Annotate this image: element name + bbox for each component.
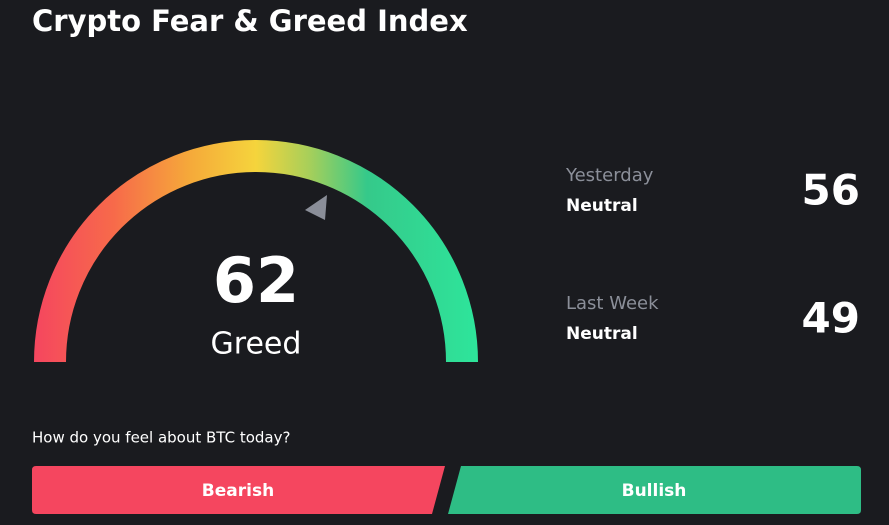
history-status: Neutral bbox=[566, 324, 638, 344]
poll-question: How do you feel about BTC today? bbox=[32, 429, 290, 447]
history-value: 56 bbox=[802, 166, 860, 215]
history-period: Last Week bbox=[566, 293, 659, 314]
history-value: 49 bbox=[802, 294, 860, 343]
title: Crypto Fear & Greed Index bbox=[32, 4, 468, 38]
bullish-button-bg[interactable] bbox=[448, 466, 861, 514]
history-period: Yesterday bbox=[565, 165, 654, 186]
gauge-label: Greed bbox=[211, 327, 302, 362]
bearish-button[interactable]: Bearish bbox=[32, 466, 445, 514]
bearish-button-bg[interactable] bbox=[32, 466, 445, 514]
history-status: Neutral bbox=[566, 196, 638, 216]
gauge-value: 62 bbox=[213, 244, 299, 317]
gauge-pointer bbox=[305, 195, 327, 220]
gauge-arc bbox=[34, 140, 478, 363]
bearish-button-label[interactable]: Bearish bbox=[202, 481, 274, 501]
bullish-button[interactable]: Bullish bbox=[448, 466, 861, 514]
bullish-button-label[interactable]: Bullish bbox=[622, 481, 687, 501]
